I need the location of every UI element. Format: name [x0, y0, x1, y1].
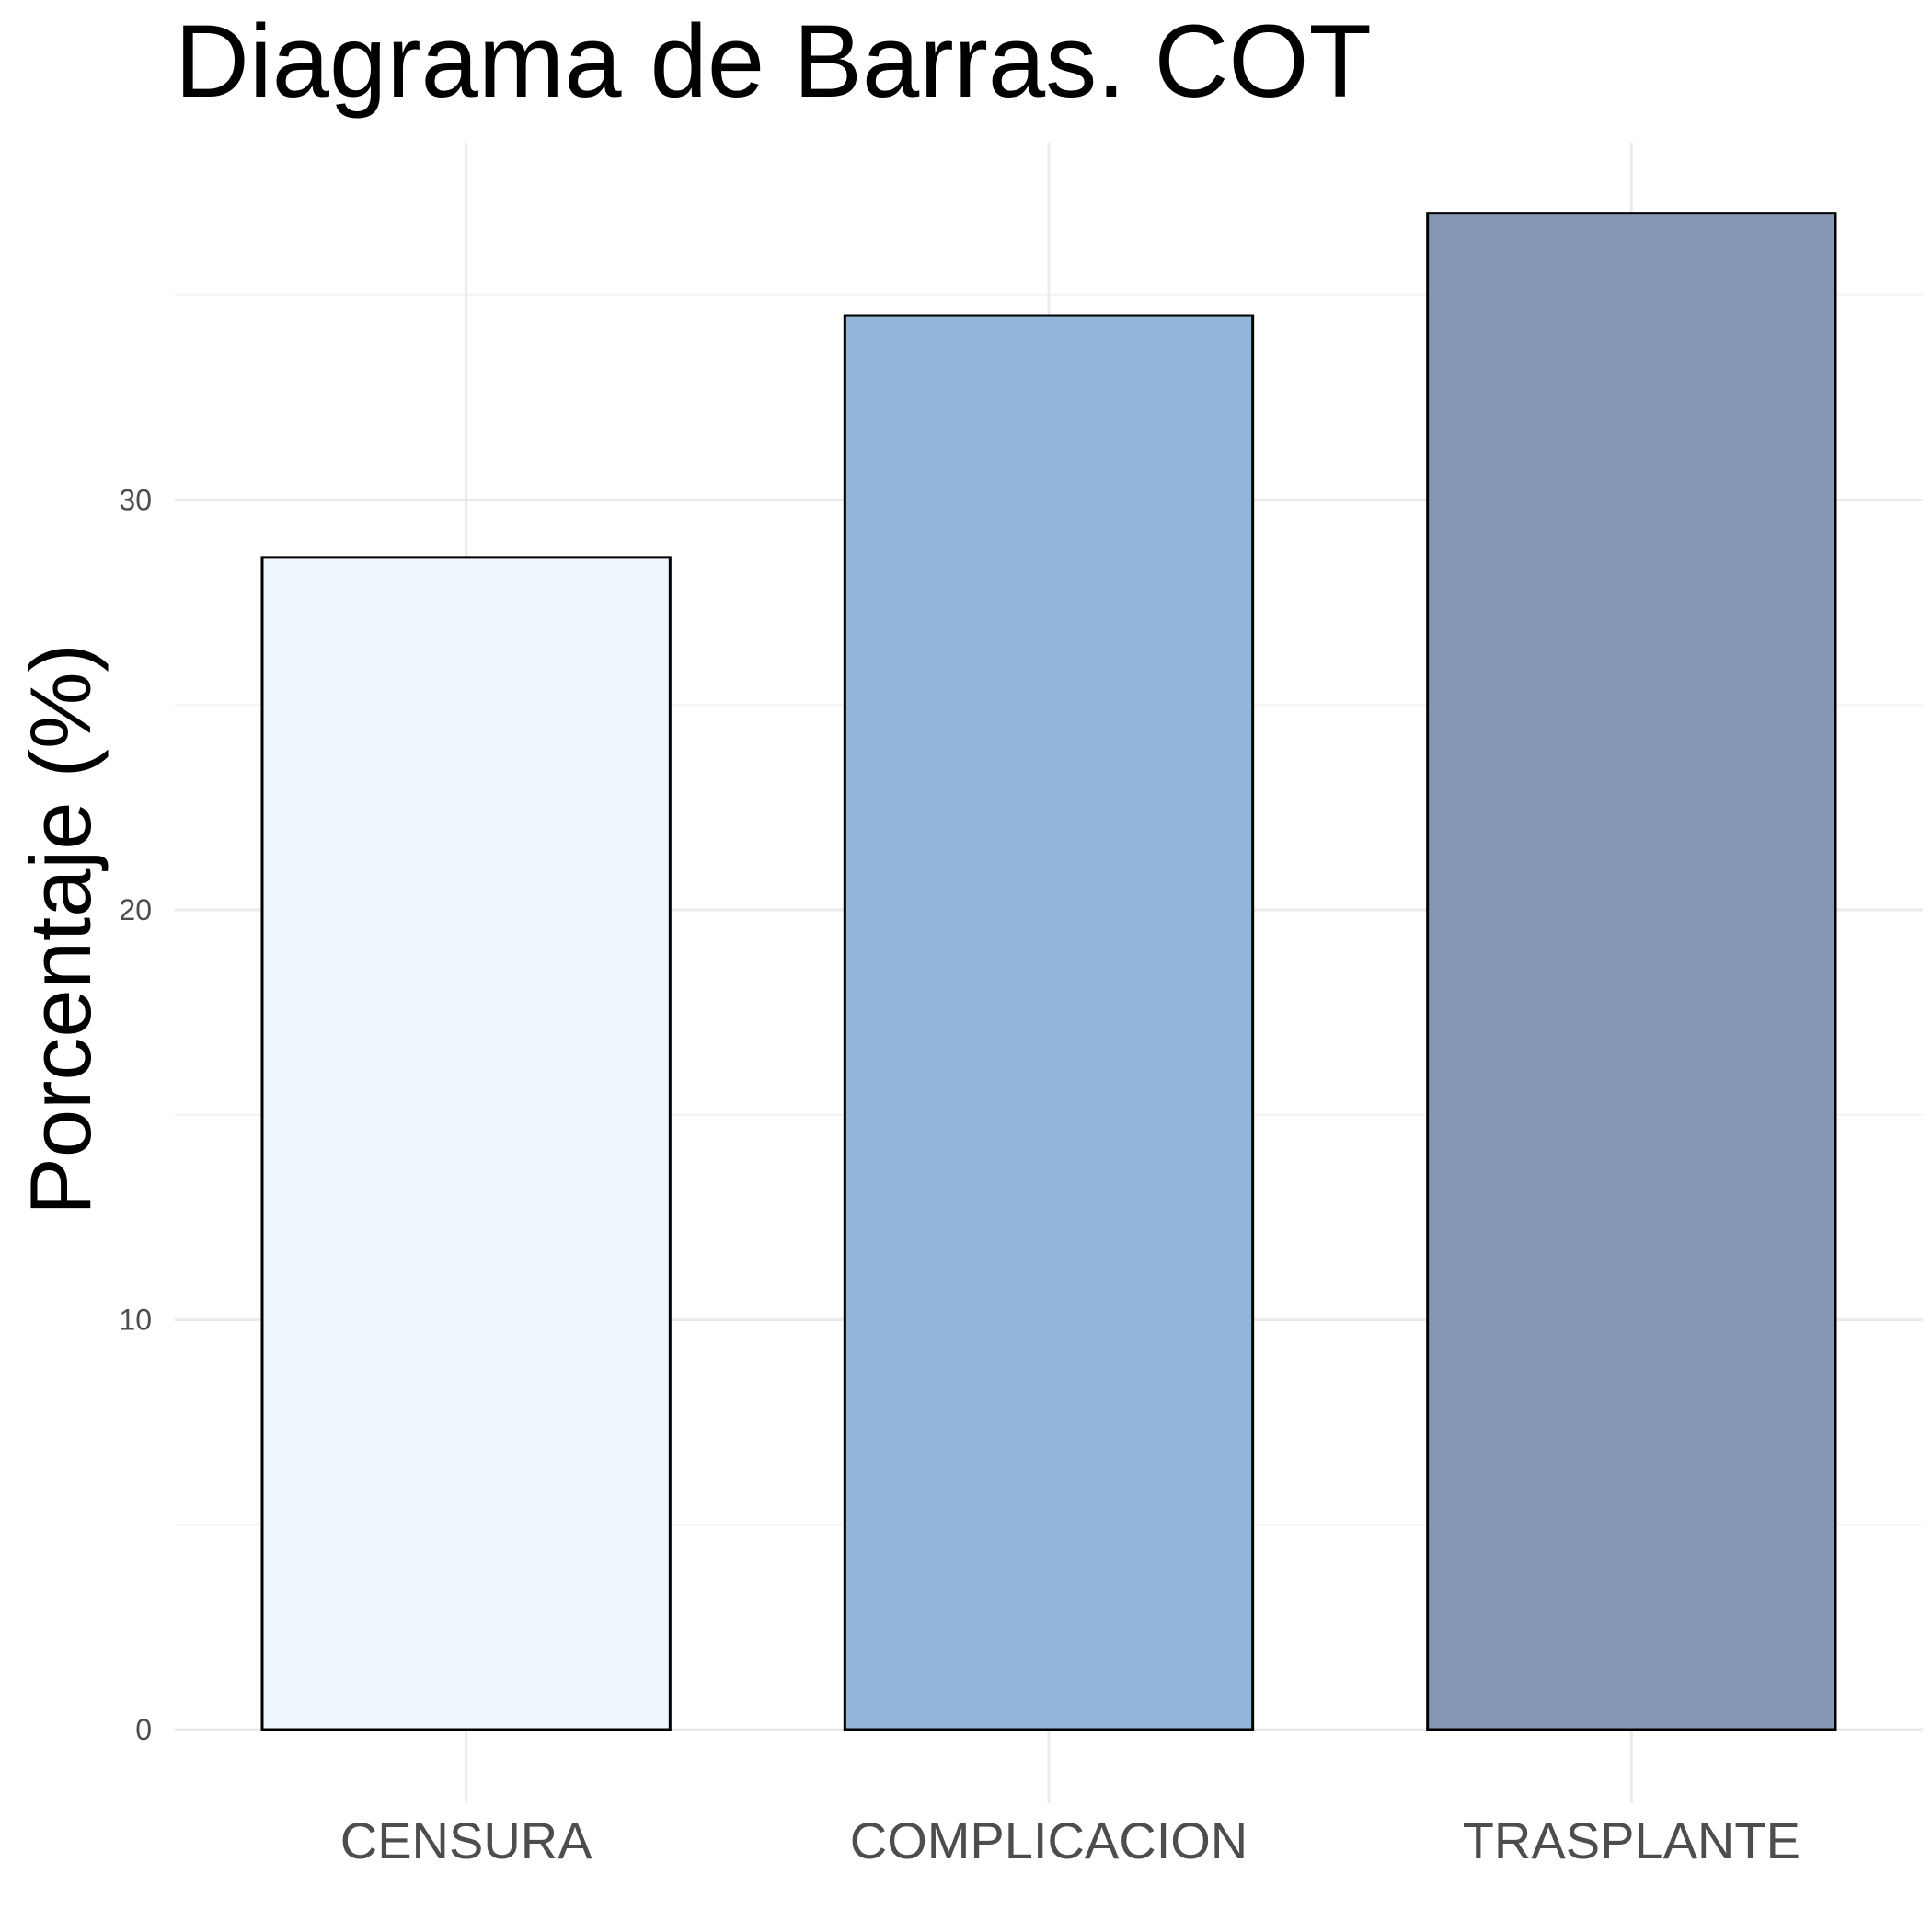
x-axis-ticks: CENSURA COMPLICACION TRASPLANTE: [340, 1811, 1800, 1869]
y-tick-label: 20: [119, 893, 152, 926]
bar-censura: [260, 556, 672, 1731]
x-tick-label: TRASPLANTE: [1463, 1811, 1800, 1869]
y-axis-title: Porcentaje (%): [12, 643, 109, 1215]
bar-complicacion: [843, 314, 1255, 1731]
chart-title: Diagrama de Barras. COT: [175, 4, 1372, 119]
bar-trasplante: [1426, 212, 1837, 1731]
y-tick-label: 10: [119, 1304, 152, 1337]
y-axis-ticks: 0 10 20 30: [119, 484, 152, 1747]
x-tick-label: CENSURA: [340, 1811, 592, 1869]
y-tick-label: 0: [135, 1713, 152, 1746]
x-tick-label: COMPLICACION: [850, 1811, 1248, 1869]
bars: [260, 212, 1837, 1731]
y-tick-label: 30: [119, 484, 152, 517]
